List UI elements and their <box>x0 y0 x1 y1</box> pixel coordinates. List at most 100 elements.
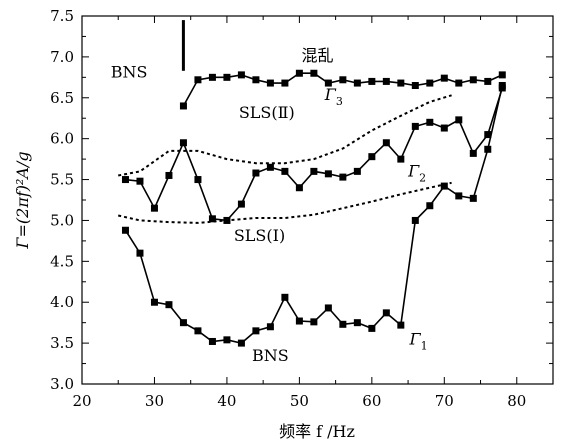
data-point <box>426 118 434 126</box>
data-point <box>150 298 158 306</box>
data-point <box>368 77 376 85</box>
data-point <box>179 102 187 110</box>
data-point <box>310 318 318 326</box>
data-point <box>223 73 231 81</box>
data-point <box>266 163 274 171</box>
data-point <box>194 327 202 335</box>
data-point <box>455 192 463 200</box>
y-tick-label: 7.5 <box>50 7 74 25</box>
data-point <box>368 324 376 332</box>
data-point <box>295 184 303 192</box>
series-line-dashed <box>117 181 452 224</box>
data-point <box>411 82 419 90</box>
tick-labels: 20 30 40 50 60 70 80 3.0 3.5 4.0 4.5 5.0 5.5 6.0 6.5 7.… <box>50 7 526 410</box>
data-point <box>440 124 448 132</box>
y-tick-label: 4.5 <box>50 252 74 270</box>
data-point <box>194 176 202 184</box>
plot-frame <box>81 15 554 385</box>
data-point <box>208 73 216 81</box>
data-point <box>252 327 260 335</box>
data-point <box>339 320 347 328</box>
data-point <box>411 122 419 130</box>
series-label: Γ3 <box>324 85 343 108</box>
data-point <box>208 215 216 223</box>
data-point <box>136 249 144 257</box>
data-point <box>455 79 463 87</box>
data-point <box>237 71 245 79</box>
series-label-sub: 2 <box>419 171 426 184</box>
annotation: 混乱 <box>301 46 333 65</box>
data-point <box>484 145 492 153</box>
data-point <box>266 79 274 87</box>
data-point <box>397 155 405 163</box>
data-point <box>455 116 463 124</box>
x-tick-label: 30 <box>145 392 164 410</box>
series-line <box>124 85 504 344</box>
data-point <box>469 194 477 202</box>
x-tick-label: 60 <box>362 392 381 410</box>
data-point <box>397 321 405 329</box>
series-label-name: Γ <box>407 161 420 180</box>
data-point <box>179 319 187 327</box>
data-point <box>339 76 347 84</box>
data-point <box>179 139 187 147</box>
data-point <box>339 173 347 181</box>
data-point <box>498 71 506 79</box>
x-axis-label: 频率 f /Hz <box>279 422 355 441</box>
x-tick-label: 20 <box>72 392 91 410</box>
y-tick-label: 4.0 <box>50 293 74 311</box>
data-point <box>165 171 173 179</box>
data-point <box>382 77 390 85</box>
series-label: Γ2 <box>407 161 426 184</box>
annotation: BNS <box>252 346 289 365</box>
data-point <box>484 77 492 85</box>
data-point <box>324 304 332 312</box>
y-tick-label: 5.5 <box>50 171 74 189</box>
data-point <box>426 202 434 210</box>
data-point <box>440 182 448 190</box>
series-label-sub: 3 <box>336 95 343 108</box>
y-tick-label: 3.5 <box>50 334 74 352</box>
tick-marks <box>81 15 554 385</box>
data-point <box>237 339 245 347</box>
data-point <box>426 79 434 87</box>
y-tick-label: 7.0 <box>50 48 74 66</box>
annotation: SLS(Ⅱ) <box>239 103 295 122</box>
data-point <box>353 79 361 87</box>
data-point <box>281 167 289 175</box>
data-point <box>208 337 216 345</box>
data-point <box>165 301 173 309</box>
x-tick-label: 40 <box>217 392 236 410</box>
x-tick-label: 50 <box>290 392 309 410</box>
series-label-name: Γ <box>409 330 422 349</box>
data-point <box>136 177 144 185</box>
data-point <box>121 226 129 234</box>
y-tick-label: 5.0 <box>50 211 74 229</box>
series-markers <box>121 69 506 347</box>
series-lines <box>117 20 504 344</box>
data-point <box>281 293 289 301</box>
series-label: Γ1 <box>409 330 428 353</box>
data-point <box>121 176 129 184</box>
data-point <box>295 69 303 77</box>
data-point <box>498 82 506 90</box>
data-point <box>440 74 448 82</box>
x-tick-label: 70 <box>435 392 454 410</box>
series-label-sub: 1 <box>421 340 428 353</box>
data-point <box>310 69 318 77</box>
annotation: BNS <box>111 62 148 81</box>
data-point <box>382 139 390 147</box>
series-label-name: Γ <box>324 85 337 104</box>
data-point <box>397 79 405 87</box>
data-point <box>295 317 303 325</box>
data-point <box>324 170 332 178</box>
data-point <box>324 79 332 87</box>
data-point <box>223 216 231 224</box>
data-point <box>223 336 231 344</box>
data-point <box>469 149 477 157</box>
annotation: SLS(Ⅰ) <box>234 226 285 245</box>
data-point <box>353 319 361 327</box>
y-axis-label: Γ=(2πf)²A/g <box>13 151 32 249</box>
